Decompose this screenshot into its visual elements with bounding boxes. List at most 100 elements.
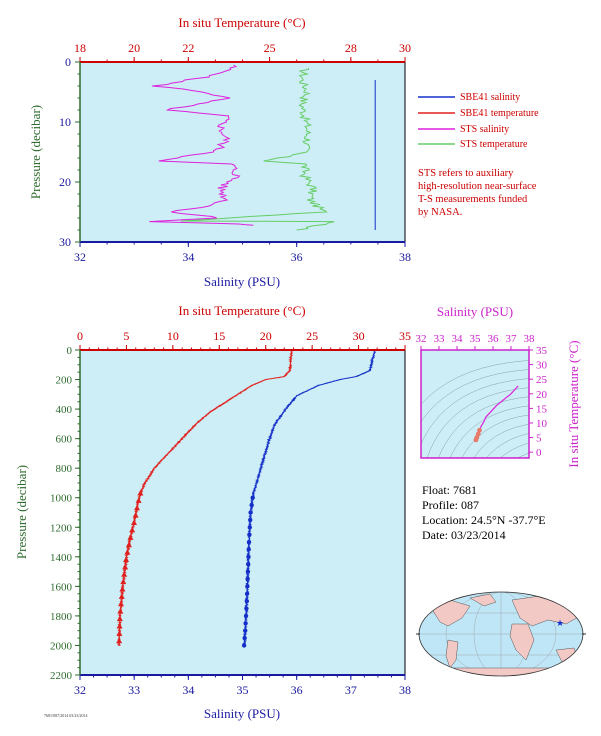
ts-density-contours (421, 360, 539, 468)
main-pressure-tick-label: 1200 (50, 522, 73, 534)
ts-temp-tick-label: 15 (536, 403, 548, 415)
legend-item-sts-temperature: STS temperature (418, 139, 528, 150)
ts-curve (473, 385, 519, 443)
main-pressure-axis-title: Pressure (decibar) (14, 465, 29, 559)
top-pressure-axis-title: Pressure (decibar) (28, 105, 43, 199)
ts-contour (516, 452, 529, 458)
top-sts-salinity-line (149, 64, 254, 226)
ts-sal-tick-label: 33 (434, 333, 446, 345)
top-sal-tick-label: 32 (74, 250, 86, 264)
top-pressure-tick-label: 20 (59, 175, 71, 189)
ts-sal-tick-label: 38 (524, 333, 536, 345)
main-sal-axis-title: Salinity (PSU) (204, 706, 280, 721)
float-location: Location: 24.5°N -37.7°E (422, 513, 546, 527)
ts-temp-tick-label: 35 (536, 345, 548, 357)
temperature-marker (122, 563, 129, 570)
top-temp-tick-label: 18 (74, 41, 86, 55)
temperature-marker (125, 541, 132, 548)
main-sal-tick-label: 38 (399, 683, 411, 697)
ts-temp-tick-label: 10 (536, 418, 548, 430)
ts-contour (438, 396, 529, 458)
temperature-marker (135, 497, 142, 503)
ts-point (477, 427, 482, 433)
temperature-marker (119, 586, 126, 592)
float-location-marker-icon: ★ (556, 619, 564, 629)
ts-temp-tick-label: 5 (536, 433, 542, 445)
salinity-marker (245, 576, 250, 582)
temperature-marker (131, 519, 138, 526)
temperature-marker (132, 512, 139, 518)
temperature-marker (120, 578, 127, 585)
main-pressure-tick-label: 0 (67, 345, 73, 357)
ts-contour (486, 433, 529, 458)
main-sal-tick-label: 37 (345, 683, 357, 697)
salinity-marker (244, 606, 249, 611)
top-pressure-tick-label: 10 (59, 115, 71, 129)
salinity-marker (243, 613, 249, 619)
legend-item-sts-salinity: STS salinity (418, 124, 509, 135)
salinity-marker (245, 562, 251, 567)
main-pressure-tick-label: 2200 (50, 670, 73, 682)
svg-text:SBE41 temperature: SBE41 temperature (460, 108, 539, 119)
main-pressure-tick-label: 600 (56, 434, 73, 446)
main-ticks: 0 5 10 15 20 25 30 35 32 33 34 35 36 37 38 0 200 400 600 80… (50, 329, 411, 697)
ts-contour (421, 360, 529, 405)
ts-sal-tick-label: 35 (470, 333, 482, 345)
ts-temp-tick-label: 20 (536, 389, 548, 401)
main-temp-tick-label: 5 (123, 329, 129, 343)
temperature-marker (123, 556, 130, 562)
temperature-marker (129, 527, 136, 533)
salinity-marker (244, 591, 250, 596)
temperature-marker (118, 593, 125, 599)
salinity-marker (243, 621, 248, 626)
legend-item-sbe41-salinity: SBE41 salinity (418, 92, 520, 103)
svg-text:STS salinity: STS salinity (460, 124, 509, 135)
svg-text:SBE41 salinity: SBE41 salinity (460, 92, 520, 103)
top-sal-tick-label: 38 (399, 250, 411, 264)
float-id: Float: 7681 (422, 483, 477, 497)
ts-ticks: 32 33 34 35 36 37 38 0 5 10 15 20 25 30 35 (416, 333, 548, 459)
main-temp-tick-label: 25 (306, 329, 318, 343)
main-pressure-tick-label: 1400 (50, 552, 73, 564)
main-temp-tick-label: 30 (353, 329, 365, 343)
top-temp-tick-label: 20 (128, 41, 140, 55)
top-pressure-tick-label: 30 (59, 235, 71, 249)
svg-text:STS temperature: STS temperature (460, 139, 528, 150)
top-plot-area (80, 62, 405, 242)
temperature-marker (134, 504, 141, 511)
ts-temp-tick-label: 0 (536, 447, 542, 459)
salinity-marker (246, 547, 251, 552)
main-panel: 0 5 10 15 20 25 30 35 32 33 34 35 36 37 38 0 200 400 600 80… (14, 303, 411, 721)
main-sal-tick-label: 34 (182, 683, 194, 697)
profile-date: Date: 03/23/2014 (422, 528, 506, 542)
temperature-marker (116, 623, 123, 629)
main-pressure-tick-label: 1800 (50, 611, 73, 623)
temperature-marker (121, 571, 128, 577)
top-sal-tick-label: 36 (291, 250, 303, 264)
ts-temp-tick-label: 25 (536, 374, 548, 386)
temperature-marker (116, 637, 123, 644)
ts-sal-tick-label: 36 (488, 333, 500, 345)
main-plot-area (80, 350, 405, 675)
ts-panel: 32 33 34 35 36 37 38 0 5 10 15 20 25 30 35 Salinity (P… (416, 304, 582, 468)
salinity-marker (245, 584, 250, 589)
sts-note: STS refers to auxiliary high-resolution … (418, 168, 537, 218)
profile-number: Profile: 087 (422, 498, 479, 512)
main-temp-tick-label: 10 (167, 329, 179, 343)
top-temp-axis-title: In situ Temperature (°C) (178, 15, 305, 30)
note-line-4: by NASA. (418, 207, 462, 218)
top-temp-tick-label: 25 (264, 41, 276, 55)
legend-item-sbe41-temperature: SBE41 temperature (418, 108, 539, 119)
main-sal-tick-label: 33 (128, 683, 140, 697)
temperature-marker (137, 490, 144, 496)
salinity-marker (244, 598, 250, 604)
ts-contour (512, 459, 539, 468)
main-pressure-tick-label: 800 (56, 463, 73, 475)
note-line-3: T-S measurements funded (418, 194, 528, 205)
main-sal-tick-label: 35 (237, 683, 249, 697)
ts-sal-tick-label: 32 (416, 333, 427, 345)
ts-contour (426, 387, 529, 458)
